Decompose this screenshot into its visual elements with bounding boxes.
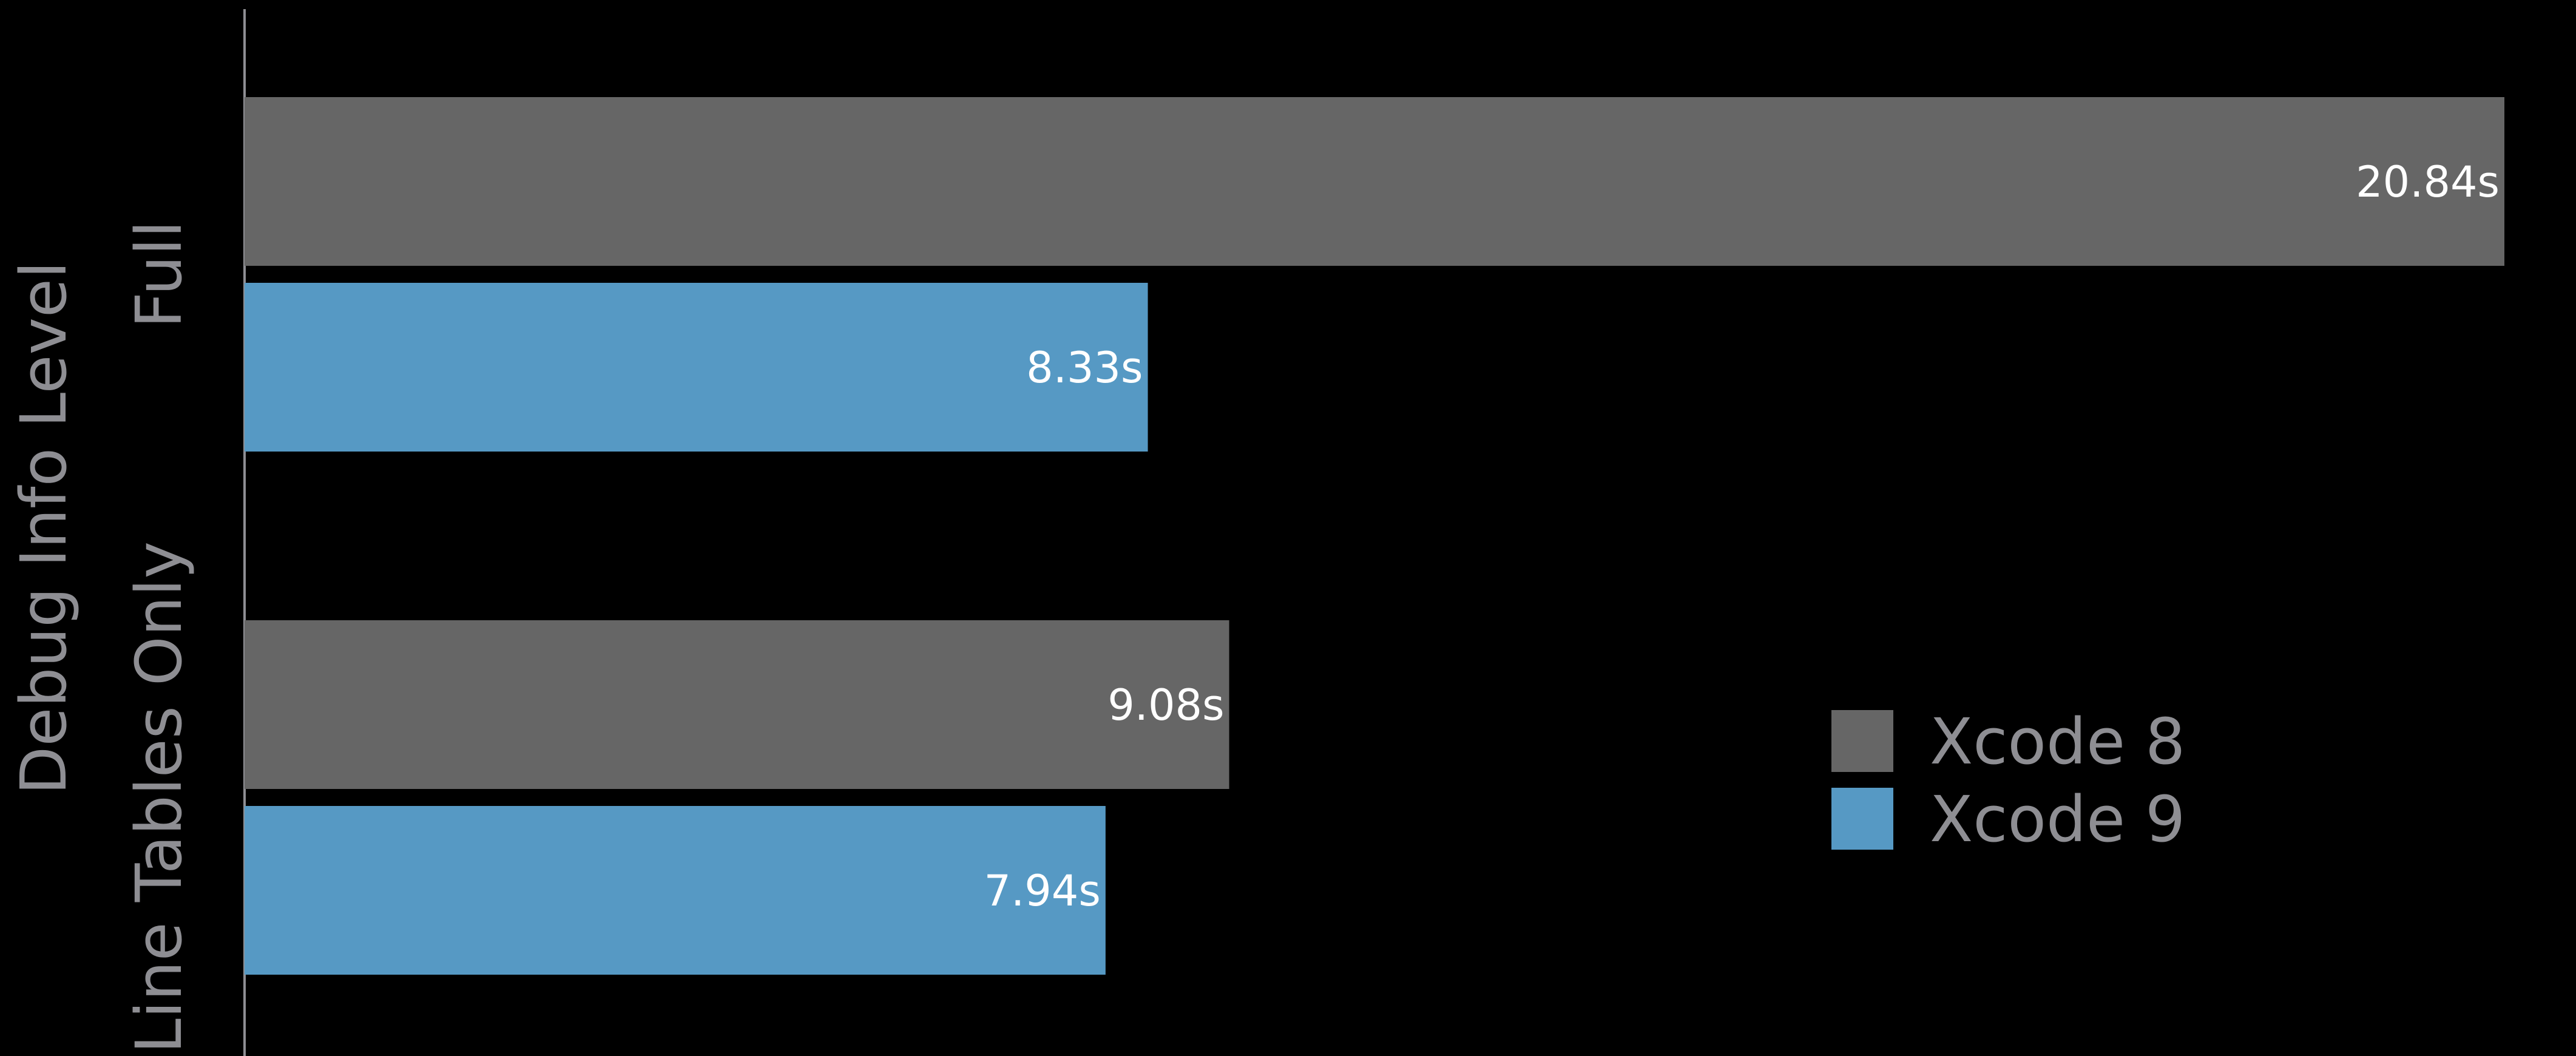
bar-value-label: 9.08s bbox=[1107, 680, 1224, 730]
legend-swatch-xcode-9 bbox=[1831, 788, 1893, 850]
category-labels: Full Line Tables Only bbox=[122, 220, 196, 1054]
legend-swatch-xcode-8 bbox=[1831, 710, 1893, 772]
bar-full-xcode-9 bbox=[245, 283, 1148, 452]
legend-label-xcode-9: Xcode 9 bbox=[1930, 782, 2185, 856]
bar-full-xcode-8 bbox=[245, 97, 2504, 266]
bar-value-label: 20.84s bbox=[2356, 157, 2500, 207]
y-axis-title: Debug Info Level bbox=[7, 261, 81, 794]
legend-label-xcode-8: Xcode 8 bbox=[1930, 705, 2185, 779]
category-label-line-tables-only: Line Tables Only bbox=[122, 541, 196, 1054]
bar-value-label: 8.33s bbox=[1026, 343, 1143, 393]
category-label-full: Full bbox=[122, 220, 196, 328]
chart-marks: 20.84s 8.33s 9.08s 7.94s bbox=[245, 97, 2504, 975]
bar-line-tables-only-xcode-9 bbox=[245, 806, 1106, 975]
bar-line-tables-only-xcode-8 bbox=[245, 620, 1229, 789]
bar-value-label: 7.94s bbox=[984, 866, 1100, 916]
